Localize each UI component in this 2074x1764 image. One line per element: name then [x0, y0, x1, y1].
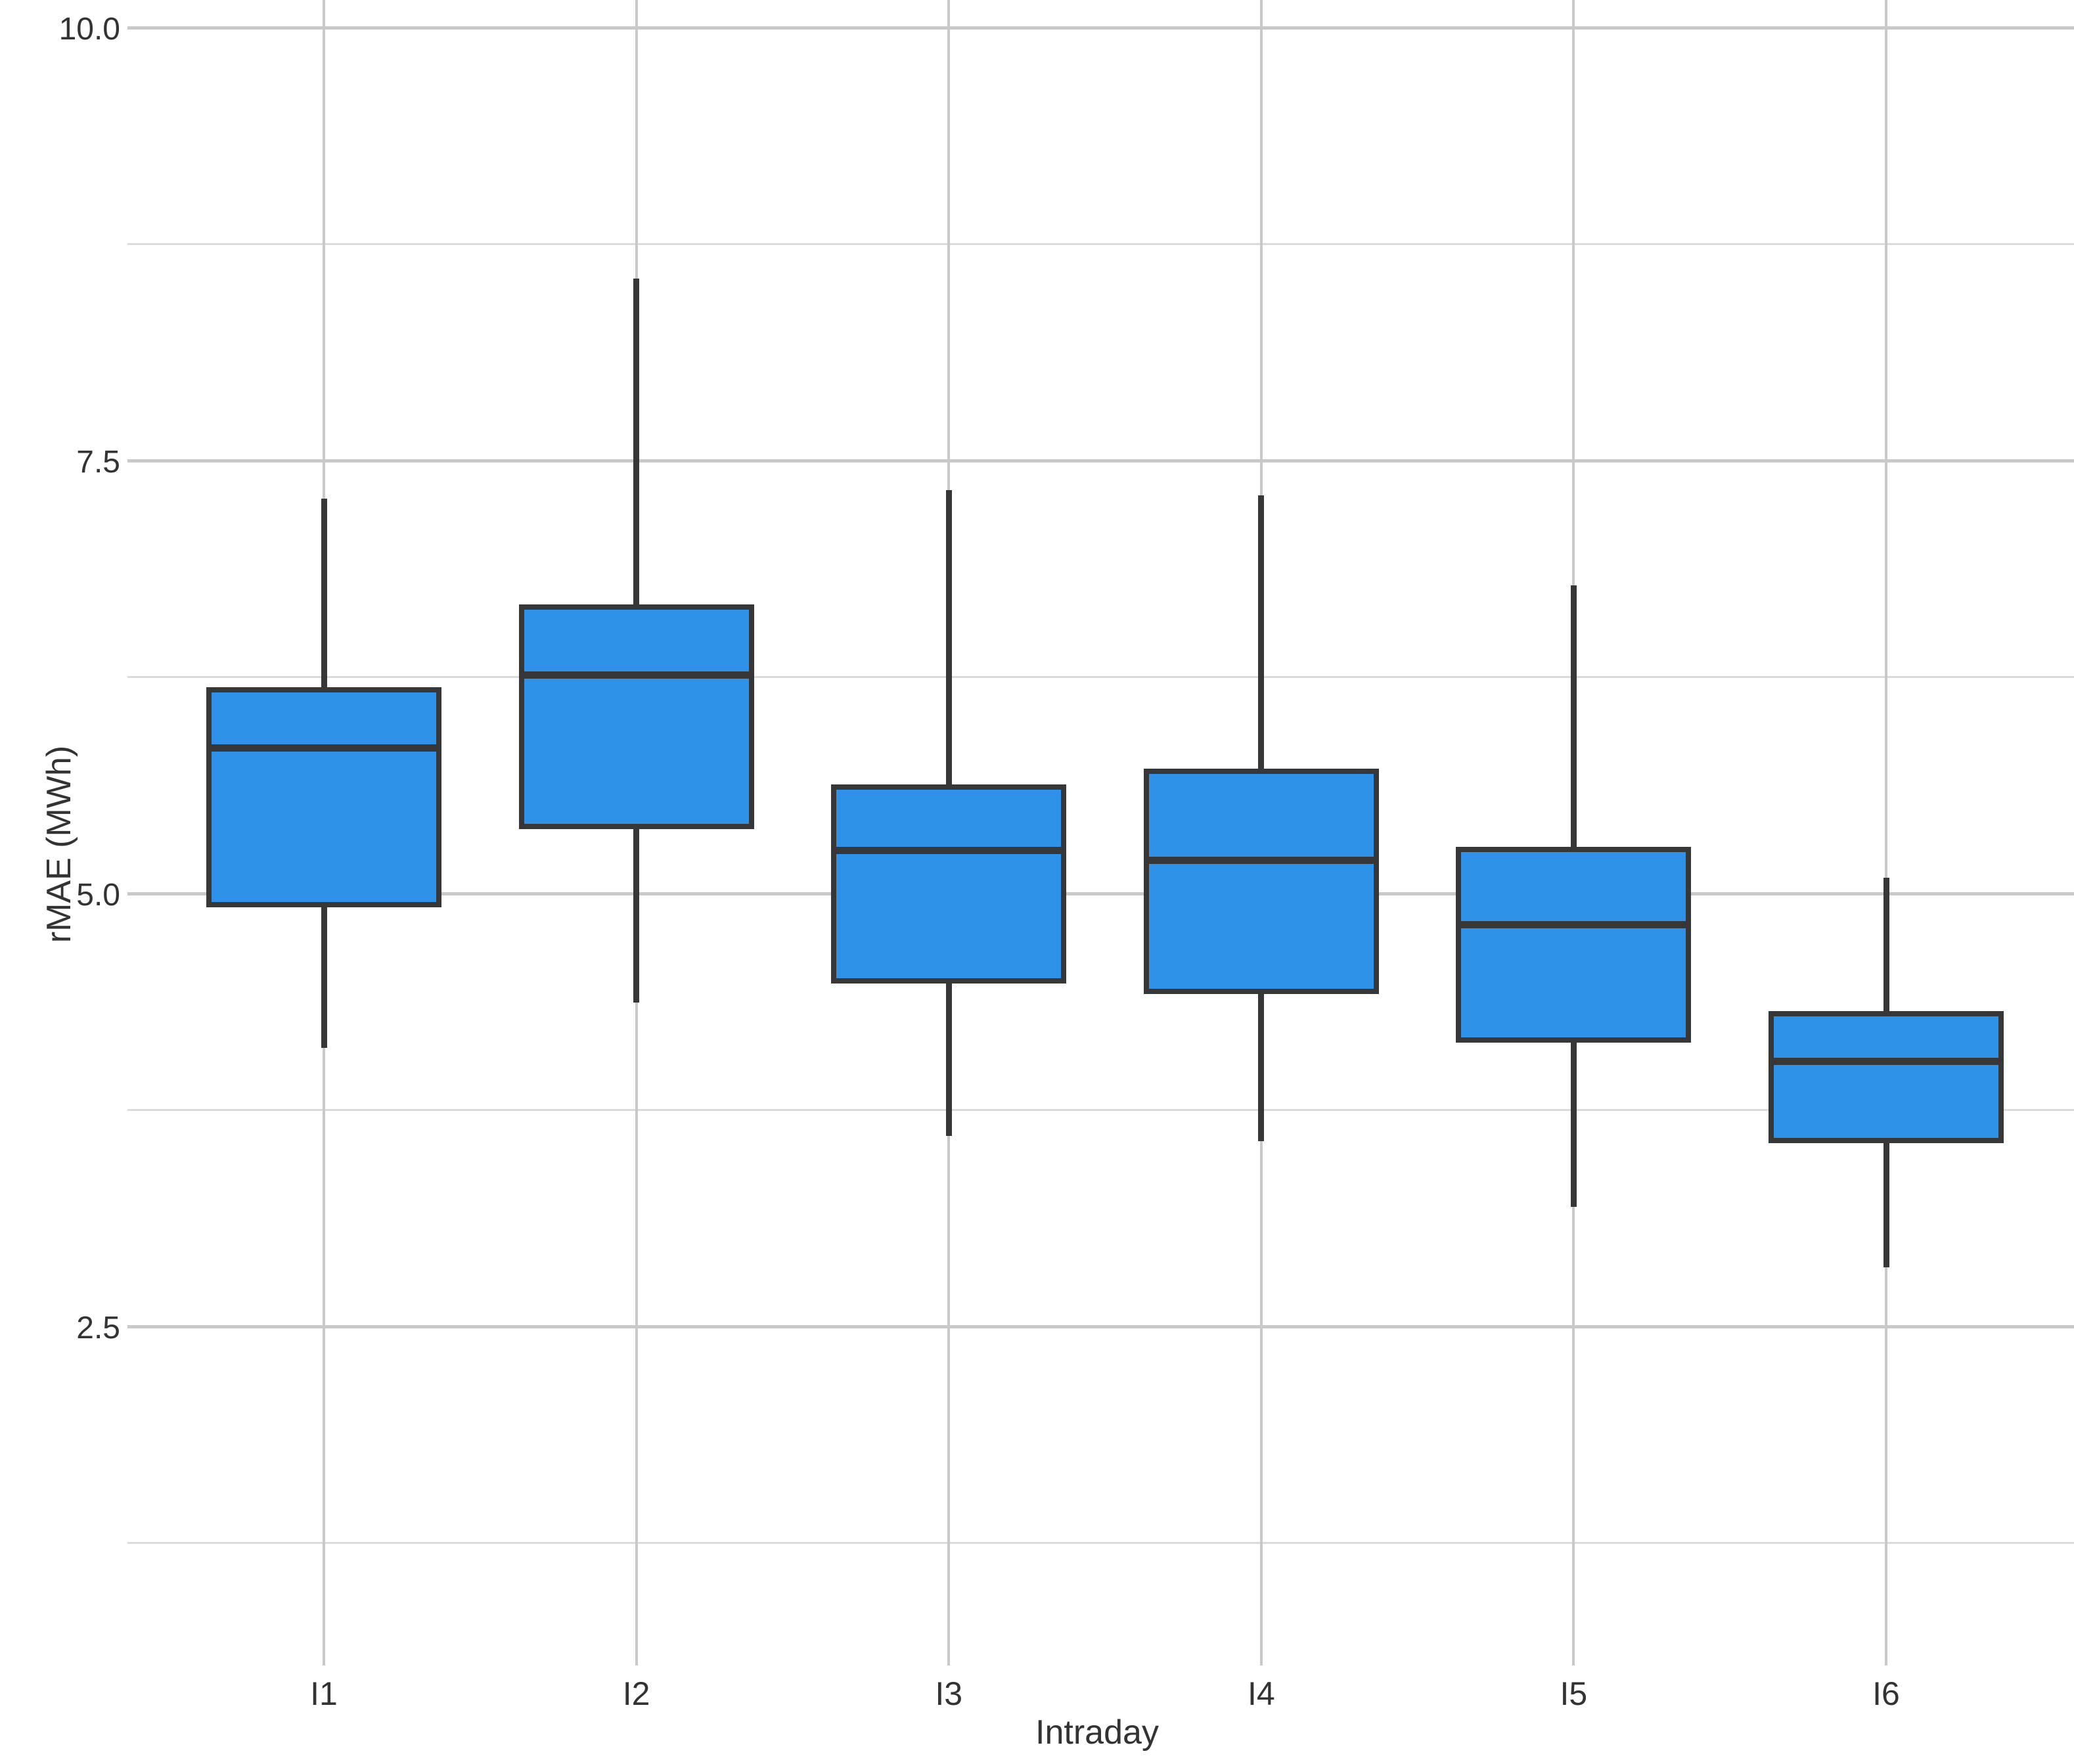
x-tick-label-I1: I1	[310, 1675, 338, 1712]
y-minor-gridline-1.25	[127, 1542, 2074, 1544]
y-tick-label-7.5: 7.5	[76, 445, 120, 480]
box-I5	[1456, 846, 1692, 1043]
y-major-gridline-2.5	[127, 1324, 2074, 1328]
median-line-I3	[831, 846, 1067, 854]
y-major-gridline-5	[127, 892, 2074, 895]
median-line-I6	[1769, 1058, 2004, 1066]
y-major-gridline-7.5	[127, 459, 2074, 463]
median-line-I1	[206, 744, 441, 752]
y-tick-label-2.5: 2.5	[76, 1311, 120, 1346]
x-major-gridline-I6	[1885, 0, 1887, 1665]
x-tick-label-I5: I5	[1560, 1675, 1588, 1712]
x-tick-label-I6: I6	[1872, 1675, 1900, 1712]
median-line-I2	[518, 671, 754, 679]
x-tick-label-I2: I2	[622, 1675, 650, 1712]
box-I3	[831, 784, 1067, 984]
median-line-I4	[1143, 857, 1379, 865]
x-axis-title: Intraday	[1035, 1713, 1159, 1752]
median-line-I5	[1456, 920, 1692, 928]
box-I4	[1143, 769, 1379, 994]
y-minor-gridline-8.75	[127, 243, 2074, 245]
y-tick-label-5.0: 5.0	[76, 878, 120, 913]
box-I6	[1769, 1011, 2004, 1143]
y-axis-title: rMAE (MWh)	[40, 745, 78, 943]
y-minor-gridline-6.25	[127, 676, 2074, 678]
x-tick-label-I4: I4	[1247, 1675, 1275, 1712]
y-tick-label-10.0: 10.0	[58, 12, 120, 47]
y-minor-gridline-3.75	[127, 1109, 2074, 1111]
y-major-gridline-10	[127, 26, 2074, 30]
box-I2	[518, 604, 754, 830]
box-I1	[206, 687, 441, 908]
x-tick-label-I3: I3	[935, 1675, 963, 1712]
